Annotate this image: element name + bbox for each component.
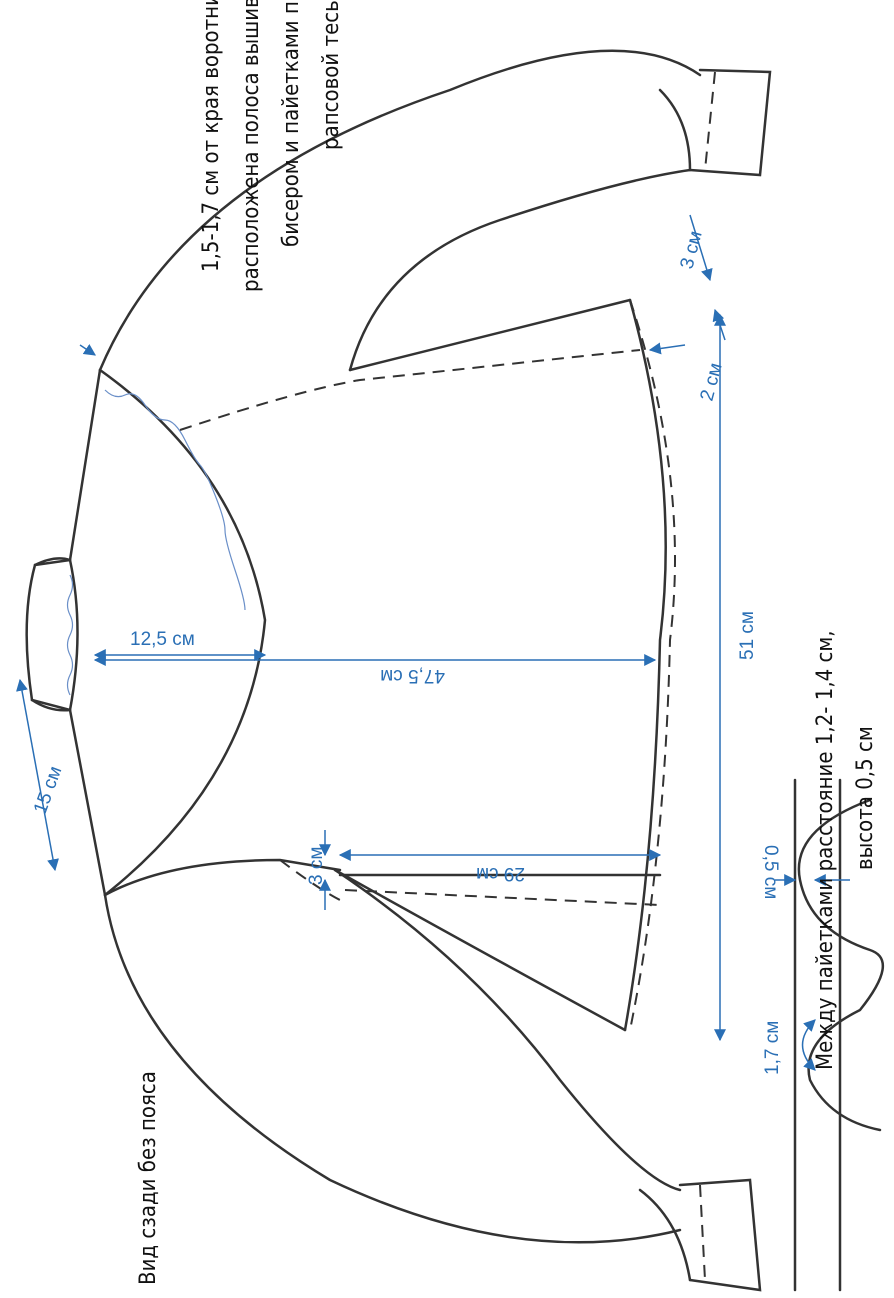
note-line: расположена полоса вышиве bbox=[239, 0, 264, 292]
sequin-note: Между пайетками расстояние 1,2- 1,4 см, bbox=[813, 630, 838, 1070]
note-line: 1,5-1,7 см от края воротник bbox=[199, 0, 224, 272]
dimension-lines bbox=[16, 214, 726, 1042]
dimension-label: 1,7 см bbox=[762, 1021, 783, 1075]
garment bbox=[25, 49, 772, 1292]
dimension-label: 12,5 см bbox=[130, 629, 195, 650]
dimension-label: 2 см bbox=[697, 361, 727, 404]
view-label: Вид сзади без пояса bbox=[136, 1071, 161, 1285]
dimension-label: 3 см bbox=[306, 847, 327, 885]
sequin-sketch bbox=[775, 778, 885, 1292]
dimension-label: 29 см bbox=[476, 863, 525, 884]
dimension-label: 47,5 см bbox=[380, 665, 445, 686]
dimension-label: 51 см bbox=[737, 611, 758, 660]
note-line: рапсовой тесьме bbox=[319, 0, 344, 150]
note-line: бисером и пайетками по bbox=[279, 0, 304, 247]
dimension-label: 0,5 см bbox=[760, 845, 781, 899]
dimension-label: 3 см bbox=[677, 229, 707, 272]
dimension-label: 15 см bbox=[30, 763, 66, 816]
sequin-note: высота 0,5 см bbox=[853, 726, 878, 870]
